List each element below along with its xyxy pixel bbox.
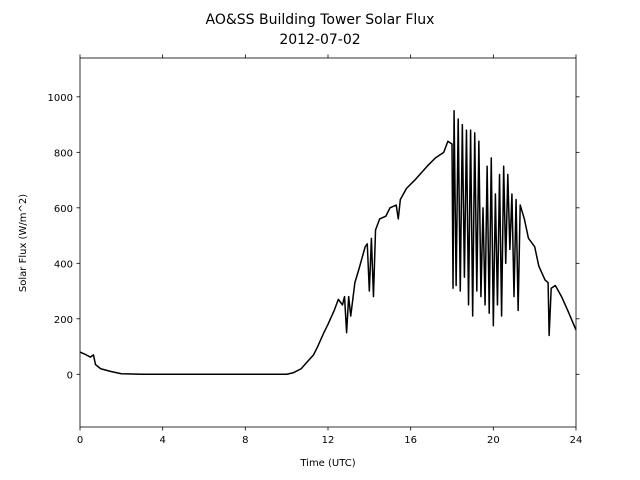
x-tick-label: 12 bbox=[322, 435, 335, 446]
y-tick-label: 600 bbox=[54, 204, 73, 215]
y-tick-label: 200 bbox=[54, 315, 73, 326]
y-tick-label: 400 bbox=[54, 259, 73, 270]
y-tick-label: 800 bbox=[54, 148, 73, 159]
y-axis-label: Solar Flux (W/m^2) bbox=[18, 194, 29, 292]
x-tick-label: 8 bbox=[242, 435, 248, 446]
chart-subtitle: 2012-07-02 bbox=[279, 32, 360, 48]
x-axis-label: Time (UTC) bbox=[299, 458, 355, 469]
data-line bbox=[80, 111, 576, 375]
y-tick-label: 1000 bbox=[48, 93, 73, 104]
chart-title: AO&SS Building Tower Solar Flux bbox=[206, 12, 435, 28]
x-tick-label: 24 bbox=[570, 435, 583, 446]
x-tick-label: 4 bbox=[159, 435, 165, 446]
x-tick-label: 16 bbox=[404, 435, 417, 446]
x-tick-label: 20 bbox=[487, 435, 500, 446]
y-tick-label: 0 bbox=[67, 370, 73, 381]
x-tick-label: 0 bbox=[77, 435, 83, 446]
plot-frame bbox=[79, 57, 577, 428]
